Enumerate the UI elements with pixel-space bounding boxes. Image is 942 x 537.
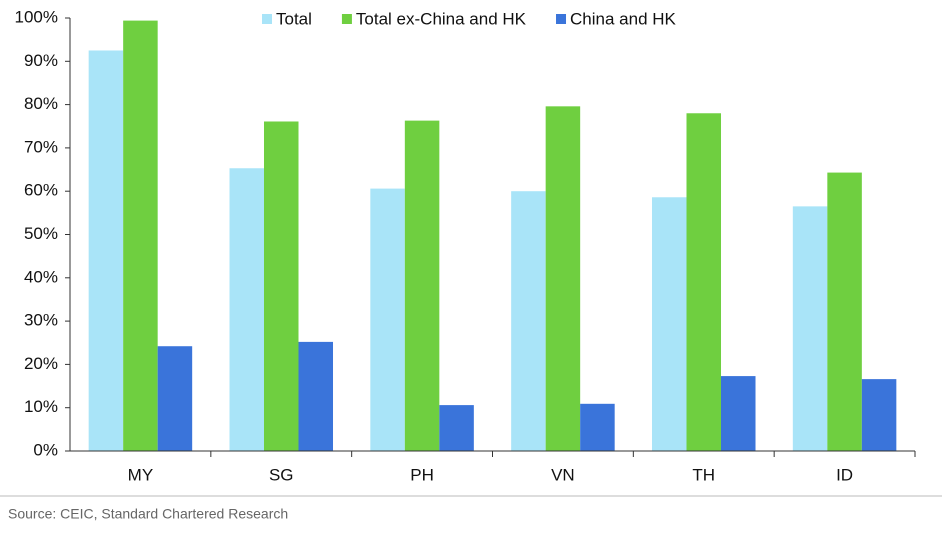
bar — [439, 405, 474, 451]
x-tick-label: TH — [692, 465, 715, 484]
y-tick-label: 70% — [24, 137, 58, 156]
x-tick-label: SG — [269, 465, 294, 484]
legend-label: Total — [276, 9, 312, 28]
bar — [229, 168, 264, 451]
bar — [827, 172, 862, 451]
y-tick-label: 60% — [24, 181, 58, 200]
legend-swatch — [262, 14, 272, 24]
bar — [263, 121, 299, 451]
x-tick-label: VN — [551, 465, 575, 484]
bar — [545, 106, 581, 451]
bar — [123, 20, 158, 452]
bar — [792, 206, 828, 451]
bar — [651, 197, 687, 451]
y-tick-label: 0% — [33, 440, 58, 459]
y-tick-label: 50% — [24, 224, 58, 243]
bar — [511, 191, 546, 451]
legend-label: Total ex-China and HK — [356, 9, 527, 28]
legend-swatch — [341, 14, 352, 24]
y-tick-label: 90% — [24, 51, 58, 70]
y-tick-label: 30% — [24, 311, 58, 330]
x-tick-label: PH — [410, 465, 434, 484]
x-tick-label: ID — [836, 465, 853, 484]
y-tick-label: 80% — [24, 94, 58, 113]
y-tick-label: 10% — [24, 397, 58, 416]
bar — [404, 120, 440, 451]
bar — [721, 376, 756, 451]
y-tick-label: 100% — [15, 7, 58, 26]
y-tick-label: 20% — [24, 354, 58, 373]
x-tick-label: MY — [128, 465, 154, 484]
legend-label: China and HK — [570, 9, 677, 28]
bar — [370, 188, 405, 452]
bar — [88, 50, 124, 451]
bar — [157, 346, 193, 451]
y-tick-label: 40% — [24, 267, 58, 286]
bar — [298, 341, 334, 451]
source-note: Source: CEIC, Standard Chartered Researc… — [8, 506, 288, 522]
bar — [580, 403, 615, 451]
bar — [686, 113, 722, 451]
bar — [861, 379, 897, 451]
legend-swatch — [556, 14, 567, 24]
